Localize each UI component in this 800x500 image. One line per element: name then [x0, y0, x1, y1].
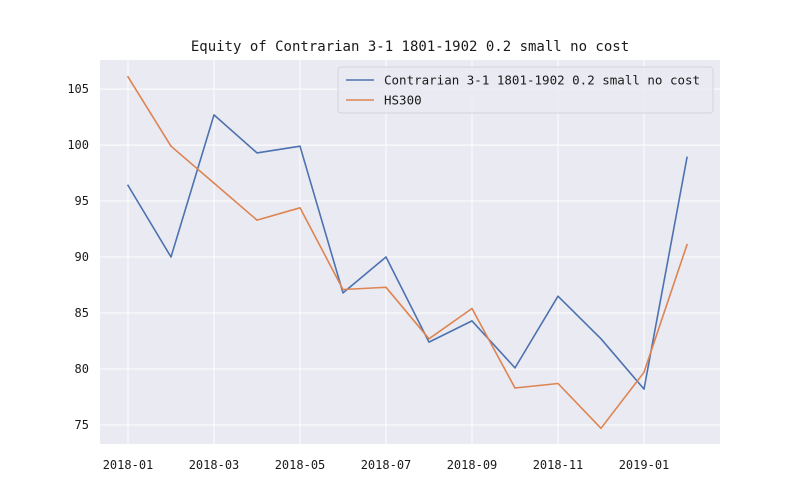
x-tick-label: 2018-09	[447, 458, 498, 472]
y-tick-label: 85	[75, 306, 89, 320]
y-tick-label: 80	[75, 362, 89, 376]
series-line-1	[126, 75, 689, 430]
legend: Contrarian 3-1 1801-1902 0.2 small no co…	[337, 66, 714, 114]
legend-box	[337, 66, 714, 114]
x-tick-label: 2018-05	[275, 458, 326, 472]
x-tick-label: 2018-11	[533, 458, 584, 472]
grid	[100, 60, 720, 444]
x-tick-label: 2018-01	[103, 458, 154, 472]
y-tick-label: 105	[67, 82, 89, 96]
y-tick-label: 75	[75, 418, 89, 432]
legend-label: Contrarian 3-1 1801-1902 0.2 small no co…	[384, 73, 700, 88]
x-tick-label: 2019-01	[619, 458, 670, 472]
series-line-0	[126, 114, 688, 390]
plot-area	[100, 60, 720, 444]
legend-label: HS300	[384, 93, 422, 108]
x-tick-label: 2018-07	[361, 458, 412, 472]
chart-title: Equity of Contrarian 3-1 1801-1902 0.2 s…	[191, 39, 629, 55]
y-tick-label: 100	[67, 138, 89, 152]
series-lines	[126, 75, 689, 430]
x-tick-label: 2018-03	[189, 458, 240, 472]
y-tick-label: 90	[75, 250, 89, 264]
y-tick-label: 95	[75, 194, 89, 208]
axis-ticks: 75 80 85 90 95 100 105 2018-01 2018-03 2018-05 201…	[67, 82, 669, 472]
